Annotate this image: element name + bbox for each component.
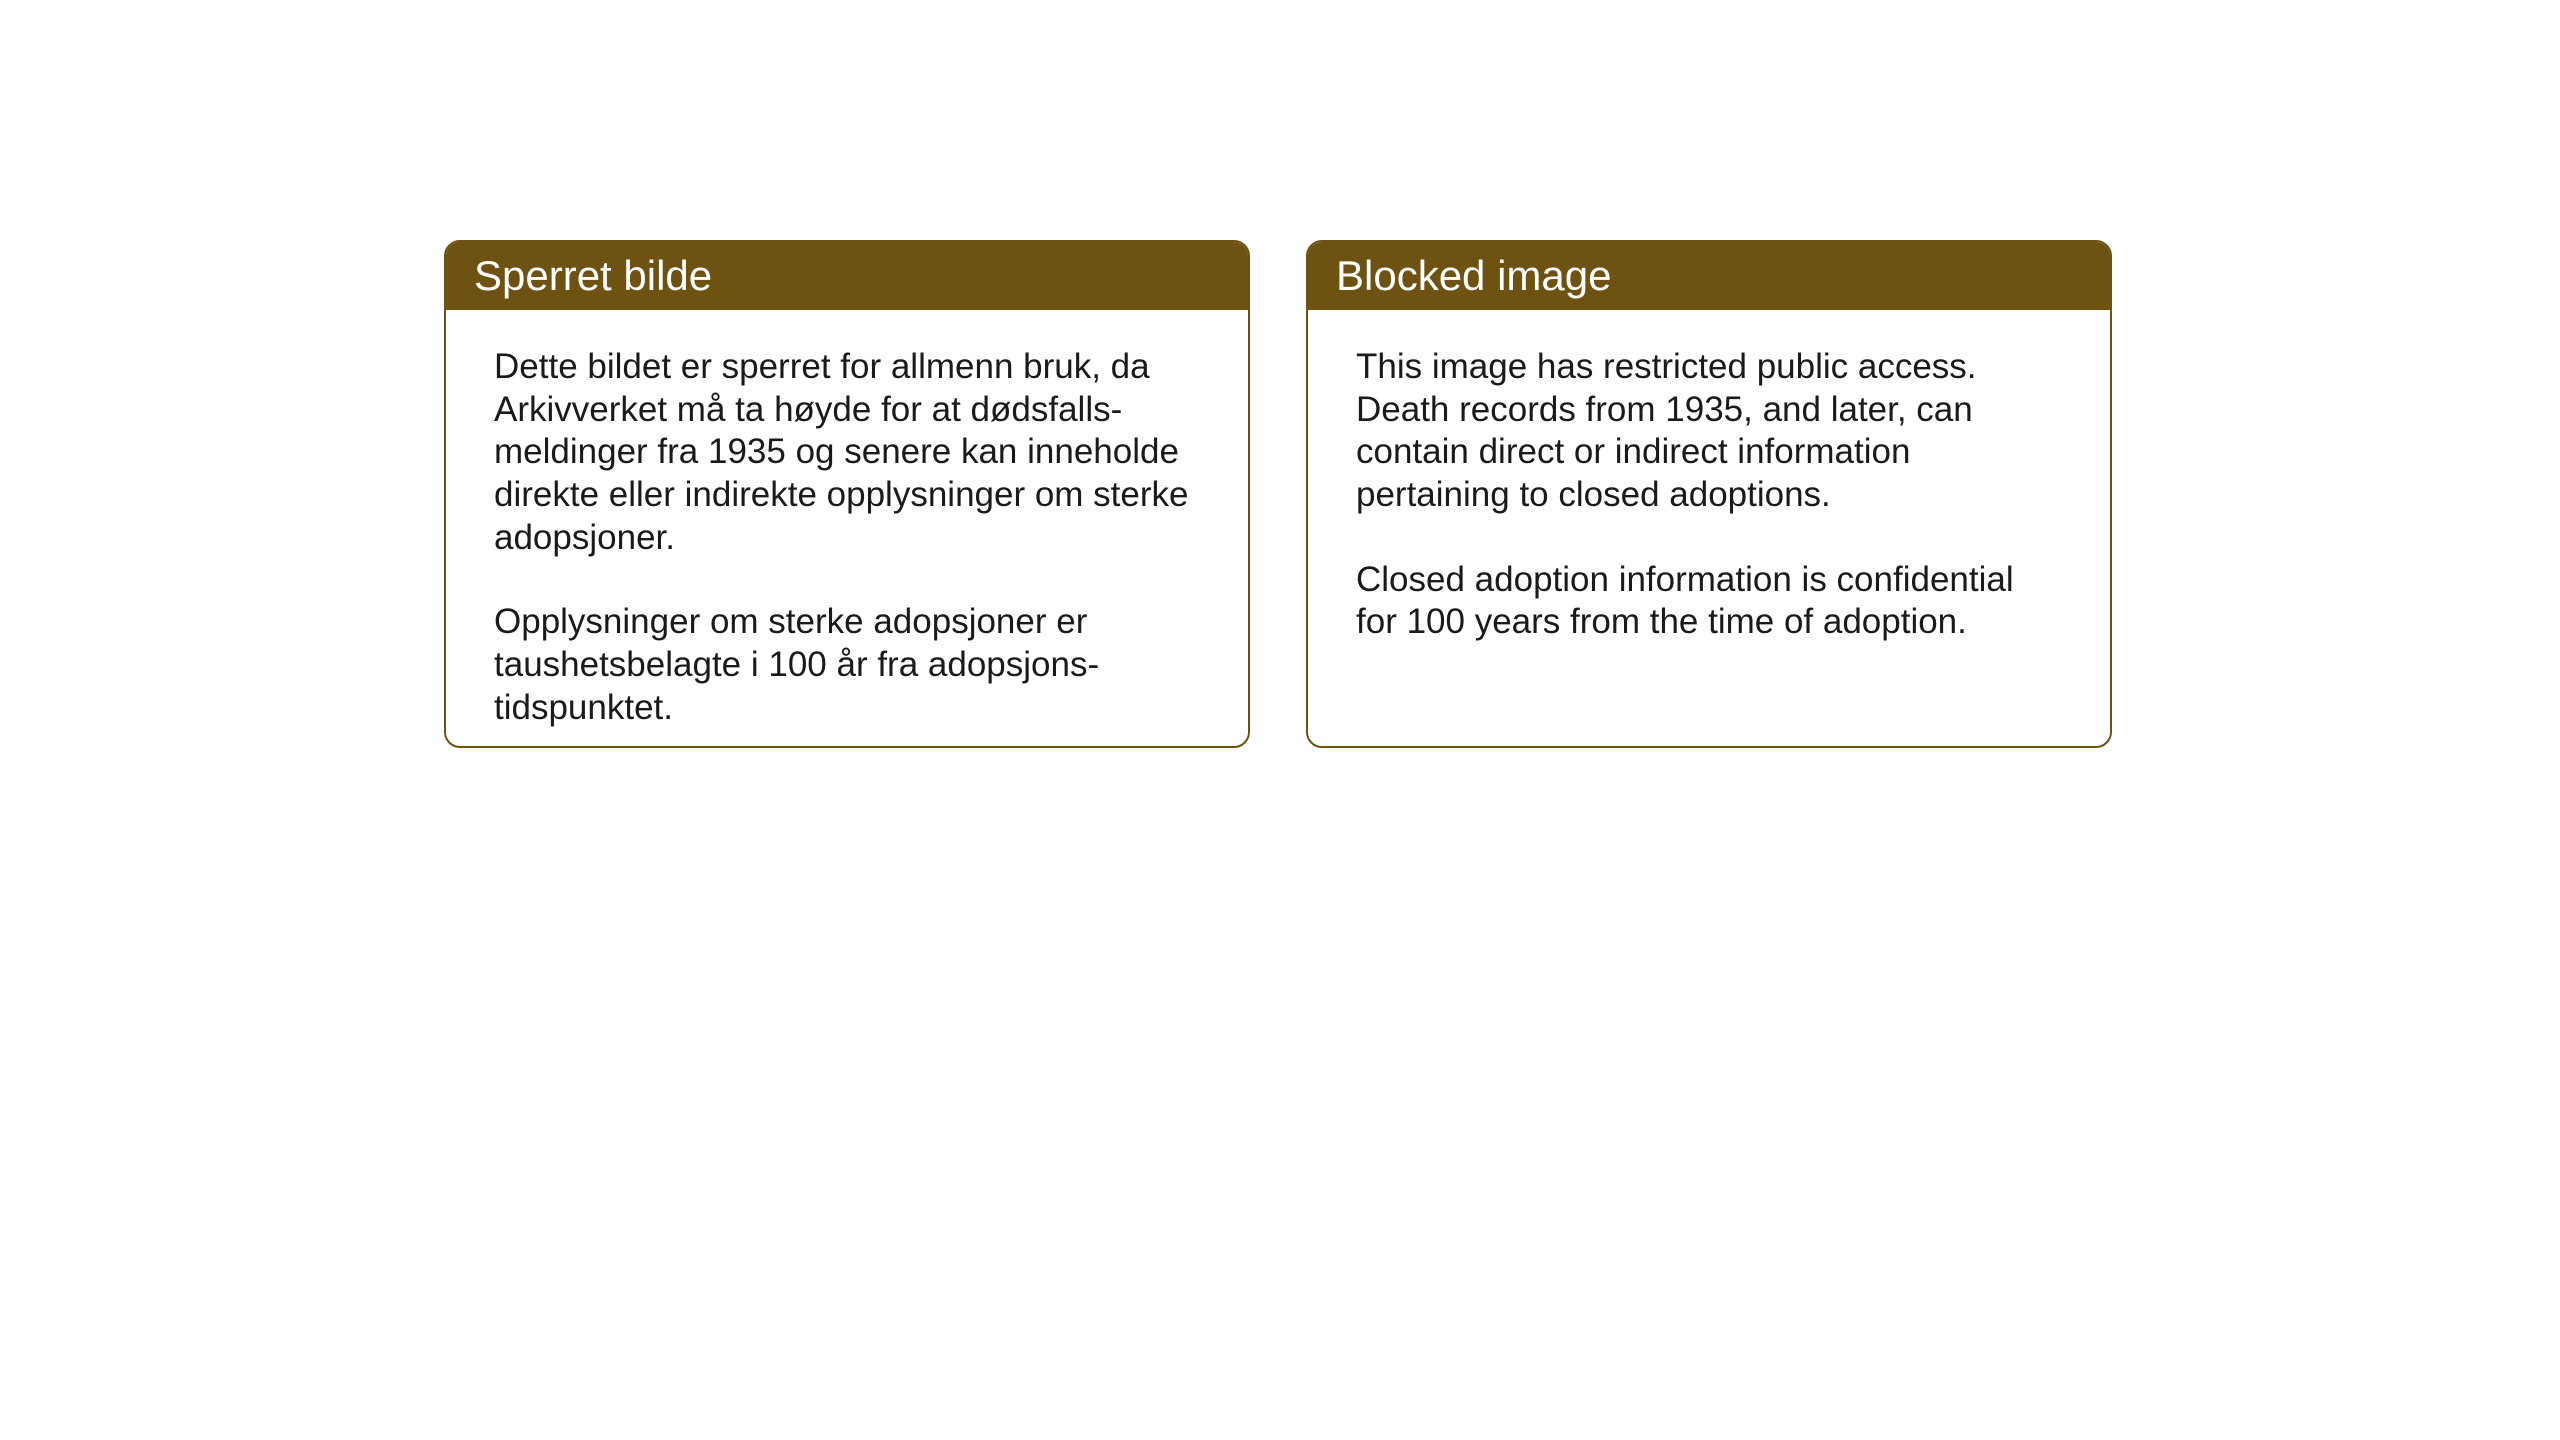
english-info-card: Blocked image This image has restricted …: [1306, 240, 2112, 748]
english-paragraph-2: Closed adoption information is confident…: [1356, 559, 2062, 644]
english-card-body: This image has restricted public access.…: [1308, 310, 2110, 680]
info-cards-container: Sperret bilde Dette bildet er sperret fo…: [444, 240, 2112, 748]
norwegian-paragraph-1: Dette bildet er sperret for allmenn bruk…: [494, 346, 1200, 559]
english-paragraph-1: This image has restricted public access.…: [1356, 346, 2062, 517]
english-card-title: Blocked image: [1308, 242, 2110, 310]
norwegian-card-body: Dette bildet er sperret for allmenn bruk…: [446, 310, 1248, 748]
norwegian-paragraph-2: Opplysninger om sterke adopsjoner er tau…: [494, 601, 1200, 729]
norwegian-info-card: Sperret bilde Dette bildet er sperret fo…: [444, 240, 1250, 748]
norwegian-card-title: Sperret bilde: [446, 242, 1248, 310]
